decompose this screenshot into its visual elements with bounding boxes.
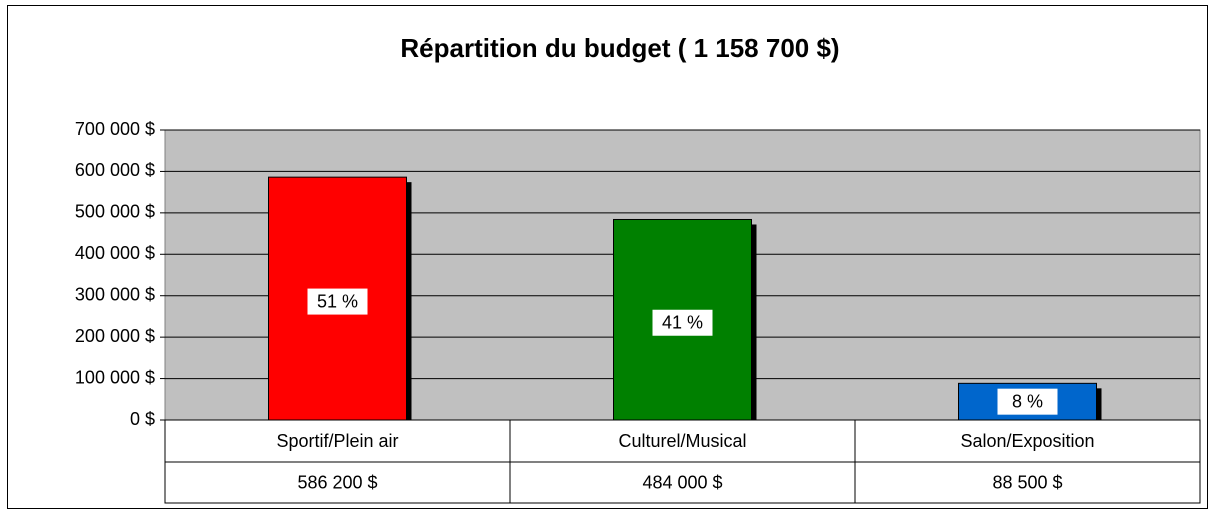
y-tick-label: 600 000 $	[75, 160, 155, 180]
percent-label: 8 %	[1012, 391, 1043, 411]
table-value: 484 000 $	[642, 472, 722, 492]
y-tick-label: 400 000 $	[75, 243, 155, 263]
y-tick-label: 0 $	[130, 409, 155, 429]
percent-label: 51 %	[317, 291, 358, 311]
x-tick-label: Salon/Exposition	[960, 431, 1094, 451]
table-value: 586 200 $	[297, 472, 377, 492]
y-tick-label: 700 000 $	[75, 119, 155, 139]
x-tick-label: Sportif/Plein air	[276, 431, 398, 451]
percent-label: 41 %	[662, 312, 703, 332]
y-tick-label: 100 000 $	[75, 367, 155, 387]
x-tick-label: Culturel/Musical	[618, 431, 746, 451]
percent-label-bg	[307, 288, 368, 315]
y-tick-label: 200 000 $	[75, 326, 155, 346]
y-tick-label: 500 000 $	[75, 202, 155, 222]
y-tick-label: 300 000 $	[75, 284, 155, 304]
chart-title: Répartition du budget ( 1 158 700 $)	[400, 33, 839, 63]
percent-label-bg	[997, 388, 1058, 415]
percent-label-bg	[652, 309, 713, 336]
table-value: 88 500 $	[992, 472, 1062, 492]
